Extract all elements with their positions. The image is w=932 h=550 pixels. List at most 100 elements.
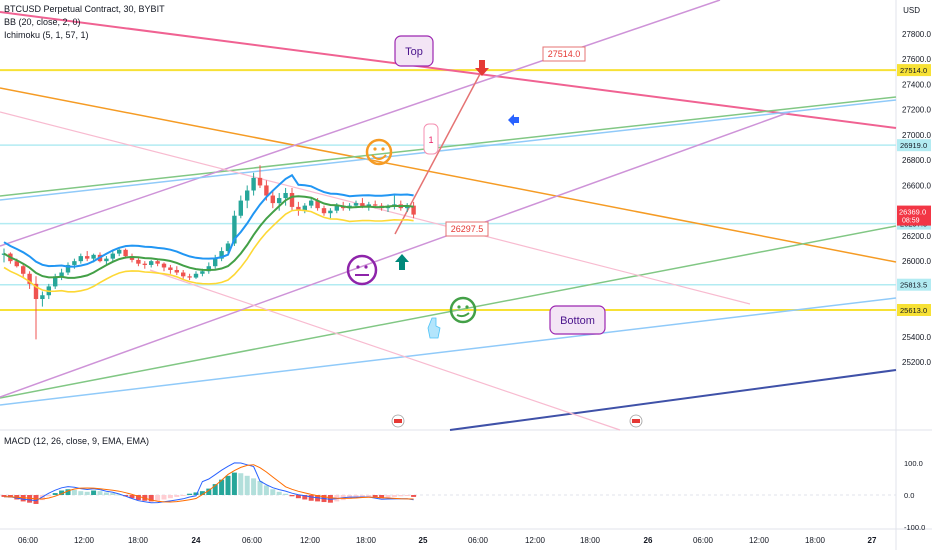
macd-histogram-bar: [270, 489, 276, 495]
time-tick-label: 12:00: [74, 536, 95, 545]
price-tick-label: 27600.0: [902, 55, 931, 64]
top-callout-box: [394, 35, 434, 67]
macd-histogram-bar: [116, 494, 122, 496]
macd-histogram-bar: [123, 495, 129, 497]
price-tick-label: 26600.0: [902, 181, 931, 190]
red-trendline: [0, 11, 897, 129]
candle: [155, 261, 160, 264]
red-down-arrow-icon: [475, 60, 489, 76]
level-price-tag: [897, 303, 931, 316]
level-price-tag: [897, 64, 931, 77]
time-tick-label: 12:00: [300, 536, 321, 545]
candle: [219, 251, 224, 259]
candle: [296, 206, 301, 211]
time-tick-label: 18:00: [128, 536, 149, 545]
candle: [225, 243, 231, 252]
macd-histogram-bar: [187, 493, 193, 495]
currency-label[interactable]: USD: [903, 6, 920, 15]
macd-histogram-bar: [257, 480, 263, 495]
target-high-tag-box: [542, 46, 586, 62]
macd-histogram-bar: [84, 491, 90, 495]
candle: [251, 177, 256, 191]
bb-legend[interactable]: BB (20, close, 2, 0): [4, 17, 81, 27]
candle: [193, 273, 199, 278]
blue-left-arrow-icon: [508, 114, 519, 126]
time-tick-label: 24: [192, 536, 201, 545]
macd-histogram-bar: [46, 495, 52, 497]
time-tick-label: 18:00: [580, 536, 601, 545]
pink-trendline-low: [149, 269, 621, 431]
price-tick-label: 27400.0: [902, 80, 931, 89]
candle: [245, 190, 250, 201]
macd-histogram-bar: [212, 484, 218, 495]
ichimoku-legend[interactable]: Ichimoku (5, 1, 57, 1): [4, 30, 89, 40]
candle: [78, 256, 83, 262]
macd-histogram-bar: [65, 489, 71, 495]
level-price-text: 26919.0: [900, 141, 927, 150]
candle: [181, 272, 186, 277]
macd-histogram-bar: [135, 495, 141, 501]
candle: [283, 193, 288, 199]
orange-trendline: [0, 87, 897, 263]
happy-face-mouth: [371, 154, 387, 160]
candle: [136, 259, 141, 264]
candle: [334, 205, 339, 211]
macd-histogram-bar: [366, 495, 372, 497]
blue-trendline-upper: [0, 99, 897, 201]
candle: [302, 205, 307, 211]
candle: [161, 263, 167, 268]
green-trendline-lower: [0, 225, 897, 399]
wink-face-icon-eye: [465, 305, 469, 309]
candle: [149, 261, 154, 265]
macd-histogram-bar: [398, 495, 404, 497]
level-price-tag: [897, 139, 931, 152]
macd-histogram-bar: [103, 492, 109, 495]
time-tick-label: 27: [868, 536, 877, 545]
neutral-face-icon: [346, 254, 378, 286]
symbol-legend[interactable]: BTCUSD Perpetual Contract, 30, BYBIT: [4, 4, 165, 14]
macd-histogram-bar: [372, 495, 378, 498]
time-tick-label: 18:00: [805, 536, 826, 545]
level-price-text: 25813.5: [900, 281, 927, 290]
time-tick-label: 26: [644, 536, 653, 545]
price-tick-label: 27200.0: [902, 106, 931, 115]
candle: [315, 200, 320, 209]
candle: [85, 256, 90, 259]
time-tick-label: 12:00: [525, 536, 546, 545]
happy-face-icon-eye: [373, 147, 377, 151]
macd-histogram-bar: [27, 495, 33, 503]
neutral-face-icon-eye: [364, 265, 368, 269]
macd-tick-label: -100.0: [904, 523, 925, 532]
macd-histogram-bar: [263, 485, 269, 495]
macd-histogram-bar: [327, 495, 333, 503]
wave-label: 1: [428, 135, 433, 145]
macd-histogram-bar: [276, 491, 282, 495]
price-tick-label: 26000.0: [902, 257, 931, 266]
flag-stripe: [632, 419, 640, 423]
macd-histogram-bar: [231, 472, 237, 495]
macd-tick-label: 100.0: [904, 459, 923, 468]
macd-histogram-bar: [39, 495, 45, 501]
time-tick-label: 25: [419, 536, 428, 545]
macd-histogram-bar: [302, 495, 308, 500]
candle: [168, 267, 173, 270]
candle: [72, 261, 77, 265]
macd-legend[interactable]: MACD (12, 26, close, 9, EMA, EMA): [4, 436, 150, 446]
macd-histogram-bar: [71, 489, 77, 495]
candle: [232, 215, 237, 244]
macd-histogram-bar: [91, 490, 97, 495]
current-price-value: 26369.0: [899, 208, 926, 217]
green-up-arrow-icon: [395, 254, 409, 270]
candle: [385, 206, 391, 209]
time-tick-label: 06:00: [18, 536, 39, 545]
candle: [142, 263, 147, 265]
purple-channel-upper: [0, 0, 721, 247]
happy-face-icon: [365, 138, 393, 166]
macd-histogram-bar: [295, 495, 301, 499]
target-high-tag-text: 27514.0: [548, 49, 581, 59]
macd-histogram-bar: [385, 495, 391, 498]
candle: [14, 261, 19, 267]
candle: [59, 272, 64, 277]
